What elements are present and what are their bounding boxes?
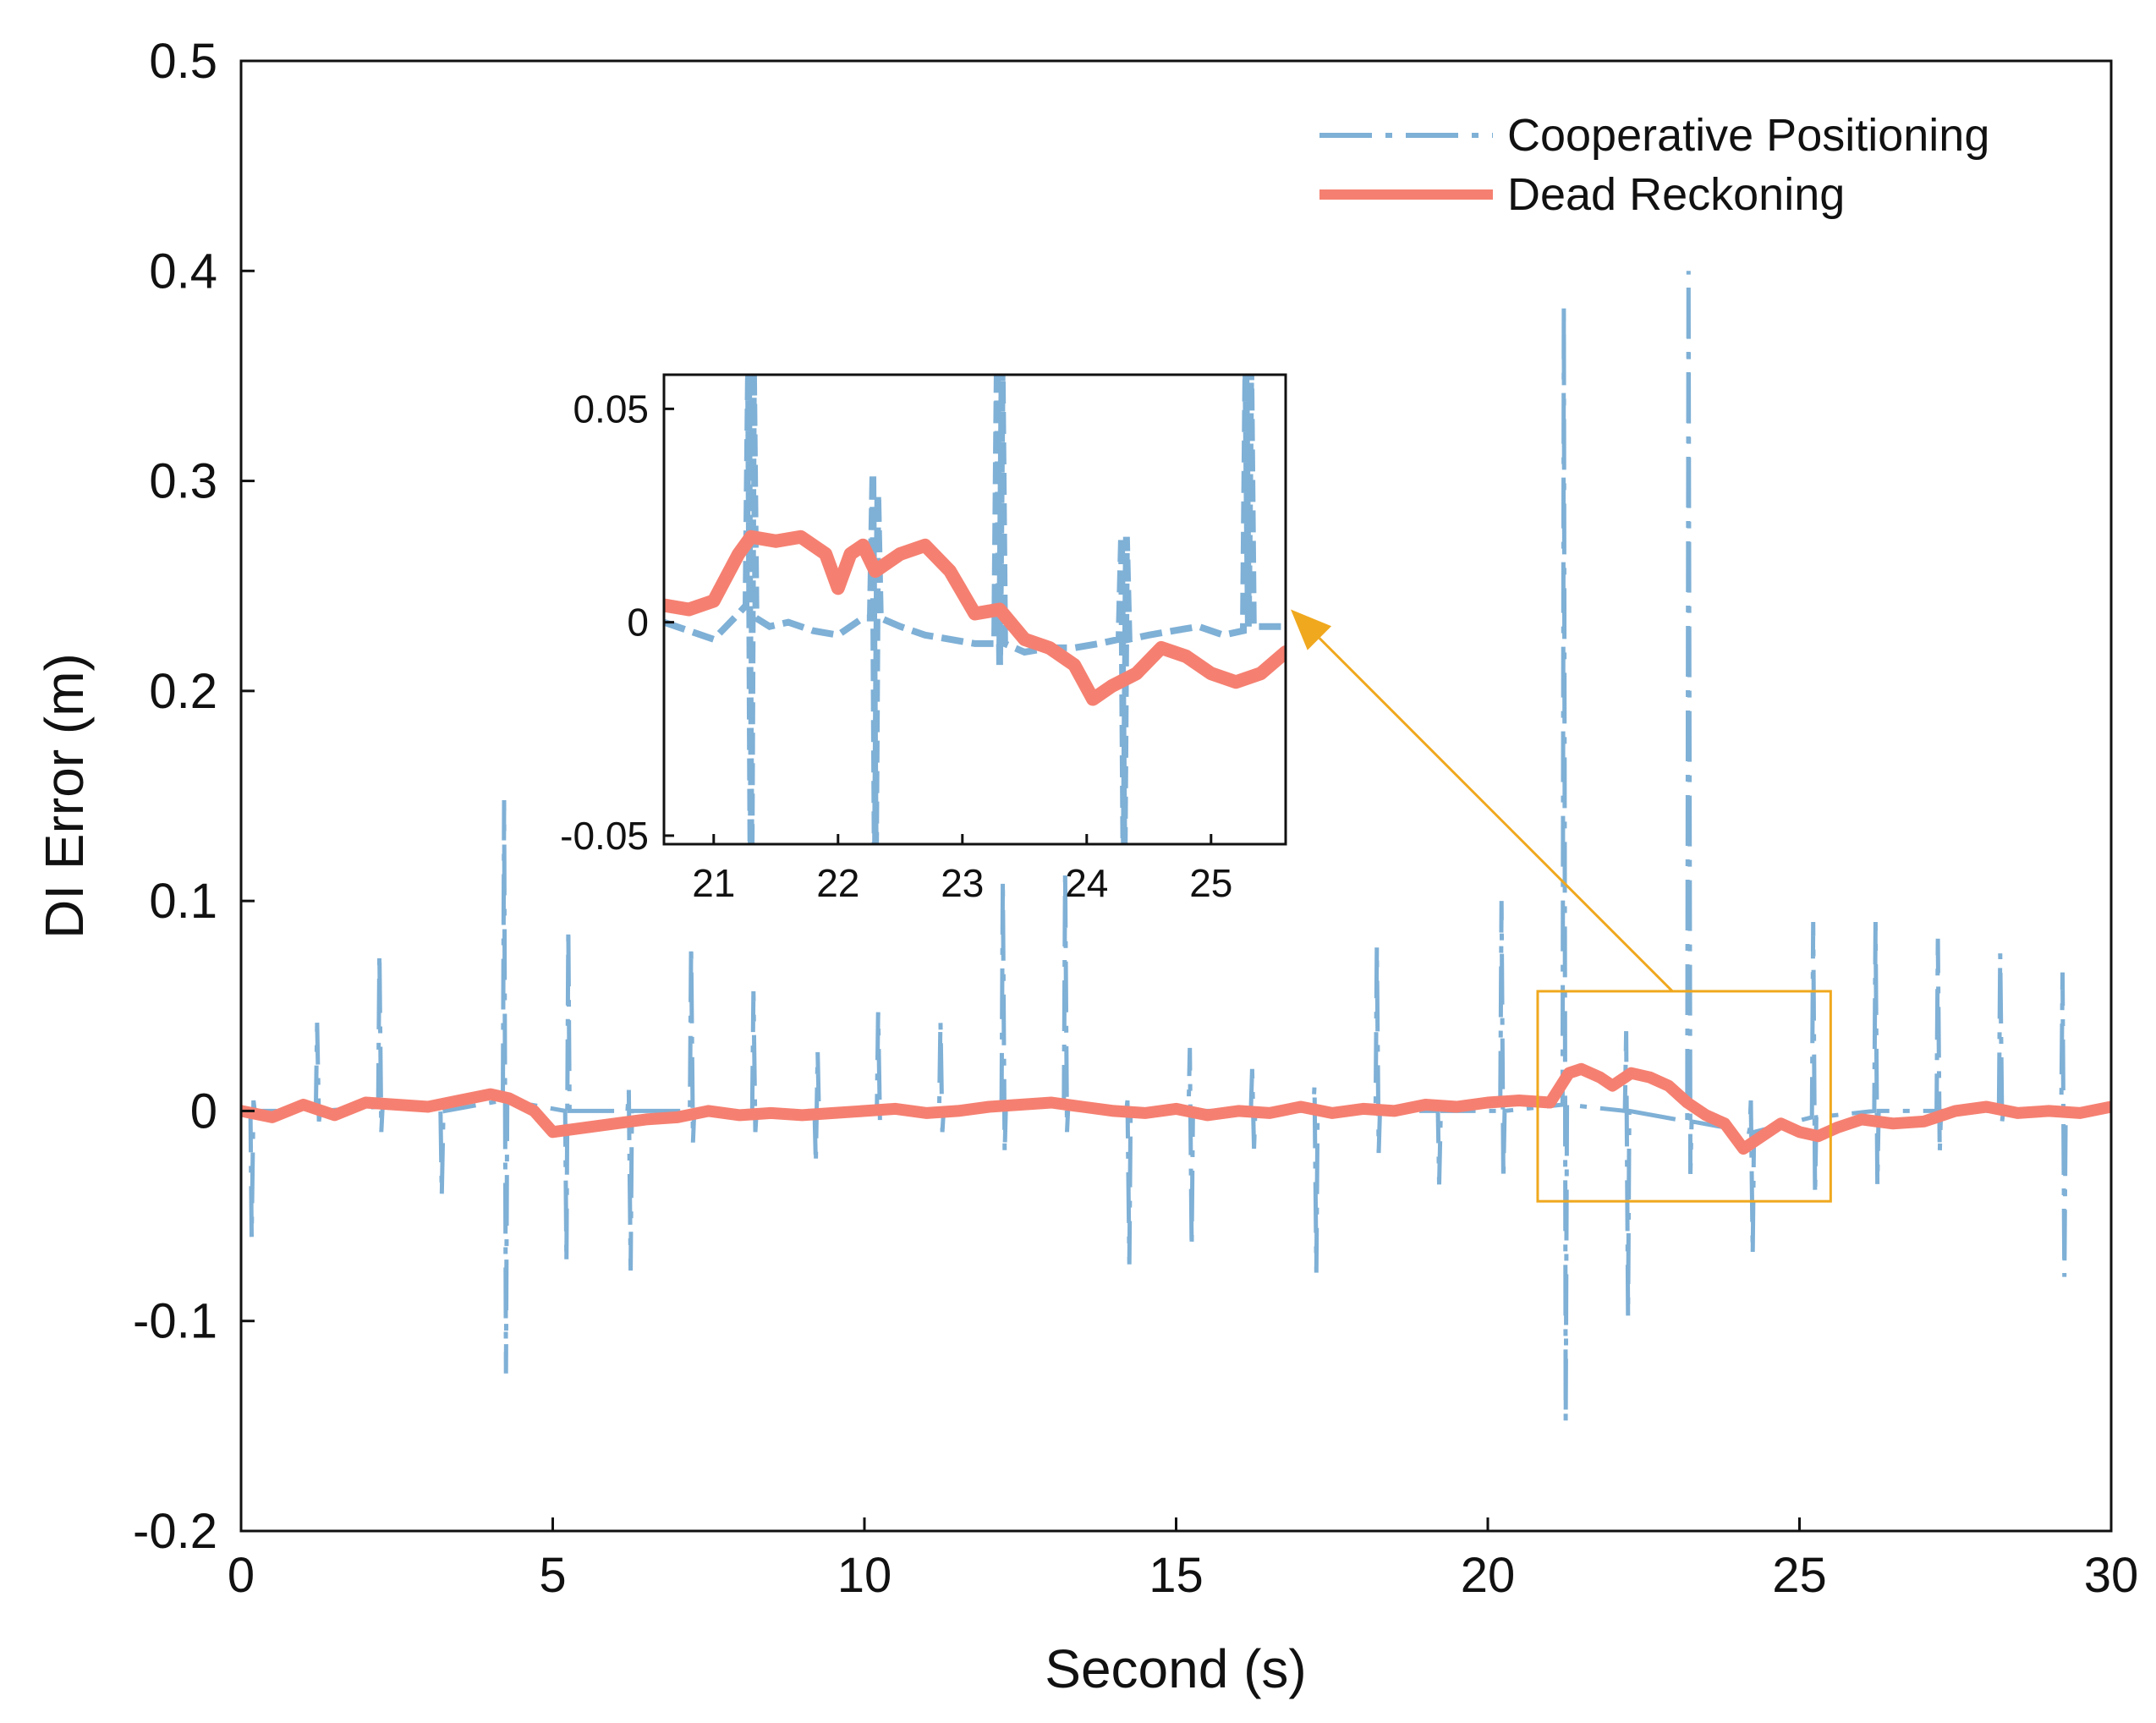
legend-dead-reckoning-label: Dead Reckoning bbox=[1507, 169, 1845, 220]
zoom-arrow-head bbox=[1291, 609, 1332, 650]
y-axis-title: DI Error (m) bbox=[34, 653, 95, 939]
x-tick-label: 30 bbox=[2084, 1548, 2139, 1603]
zoom-arrow bbox=[1291, 609, 1674, 992]
inset-x-tick-label: 22 bbox=[816, 861, 859, 905]
inset-x-tick-label: 25 bbox=[1189, 861, 1232, 905]
legend: Cooperative Positioning Dead Reckoning bbox=[1319, 110, 1989, 220]
main-plot: 0 5 10 15 20 25 30 -0.2 -0.1 0 0.1 0.2 0.3 0.4 0.5 Se… bbox=[34, 34, 2138, 1699]
inset-series-group bbox=[664, 375, 1286, 844]
main-x-axis: 0 5 10 15 20 25 30 bbox=[228, 1517, 2138, 1603]
inset-y-tick-label: 0 bbox=[627, 601, 649, 645]
y-tick-label: -0.1 bbox=[133, 1294, 217, 1349]
x-tick-label: 0 bbox=[228, 1548, 255, 1603]
dead-reckoning-line bbox=[241, 1062, 2111, 1155]
y-tick-label: -0.2 bbox=[133, 1504, 217, 1559]
x-tick-label: 20 bbox=[1461, 1548, 1516, 1603]
inset-dead-reckoning-line bbox=[664, 530, 1286, 706]
x-axis-title: Second (s) bbox=[1045, 1638, 1306, 1699]
inset-x-tick-label: 24 bbox=[1065, 861, 1108, 905]
zoom-arrow-line bbox=[1318, 637, 1674, 992]
y-tick-label: 0.4 bbox=[149, 244, 217, 299]
inset-x-axis: 21 22 23 24 25 bbox=[692, 834, 1232, 905]
y-tick-label: 0 bbox=[190, 1084, 217, 1139]
y-tick-label: 0.2 bbox=[149, 664, 217, 719]
y-tick-label: 0.3 bbox=[149, 454, 217, 509]
main-y-axis: -0.2 -0.1 0 0.1 0.2 0.3 0.4 0.5 bbox=[133, 34, 255, 1559]
inset-y-axis: -0.05 0 0.05 bbox=[560, 387, 674, 858]
x-tick-label: 15 bbox=[1149, 1548, 1204, 1603]
inset-plot: 21 22 23 24 25 -0.05 0 0.05 bbox=[560, 373, 1287, 905]
inset-x-tick-label: 23 bbox=[941, 861, 984, 905]
x-tick-label: 10 bbox=[837, 1548, 892, 1603]
inset-y-tick-label: -0.05 bbox=[560, 814, 649, 858]
zoom-region-box bbox=[1536, 990, 1832, 1203]
inset-y-tick-label: 0.05 bbox=[573, 387, 649, 431]
inset-plot-frame bbox=[662, 373, 1287, 846]
y-tick-label: 0.1 bbox=[149, 874, 217, 929]
inset-cooperative-positioning-line bbox=[664, 375, 1286, 844]
legend-cooperative-label: Cooperative Positioning bbox=[1507, 110, 1989, 161]
y-tick-label: 0.5 bbox=[149, 34, 217, 89]
main-series-group bbox=[241, 271, 2111, 1422]
x-tick-label: 25 bbox=[1772, 1548, 1827, 1603]
x-tick-label: 5 bbox=[539, 1548, 566, 1603]
inset-x-tick-label: 21 bbox=[692, 861, 735, 905]
